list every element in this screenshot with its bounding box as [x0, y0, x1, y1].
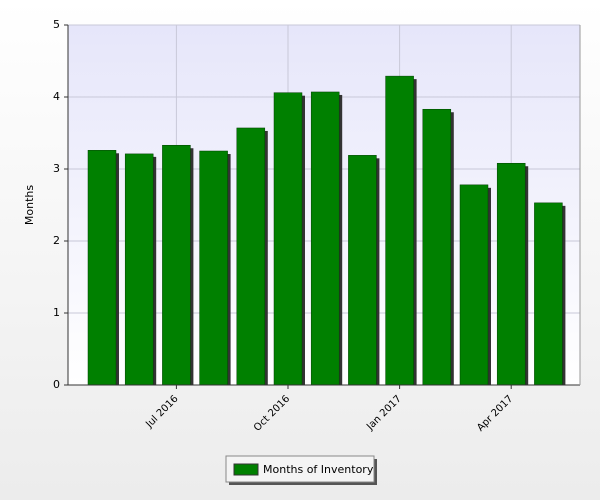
bar — [385, 75, 414, 386]
legend-label: Months of Inventory — [263, 463, 374, 476]
bar — [534, 202, 563, 386]
bar — [422, 108, 452, 386]
y-tick-label: 0 — [53, 378, 60, 391]
bar — [496, 162, 526, 386]
y-tick-label: 4 — [53, 90, 60, 103]
bar — [348, 155, 377, 386]
bar — [459, 184, 489, 386]
bar — [273, 92, 303, 386]
y-axis-label: Months — [23, 185, 36, 225]
y-tick-label: 3 — [53, 162, 60, 175]
legend-swatch — [233, 463, 259, 476]
bar — [87, 150, 117, 386]
bar — [199, 150, 228, 386]
y-tick-label: 1 — [53, 306, 60, 319]
bar — [124, 153, 154, 386]
bar — [310, 91, 340, 386]
bar — [236, 127, 266, 386]
y-tick-label: 2 — [53, 234, 60, 247]
bar — [162, 144, 191, 386]
bars — [87, 75, 566, 386]
legend: Months of Inventory — [225, 455, 377, 485]
y-tick-label: 5 — [53, 18, 60, 31]
